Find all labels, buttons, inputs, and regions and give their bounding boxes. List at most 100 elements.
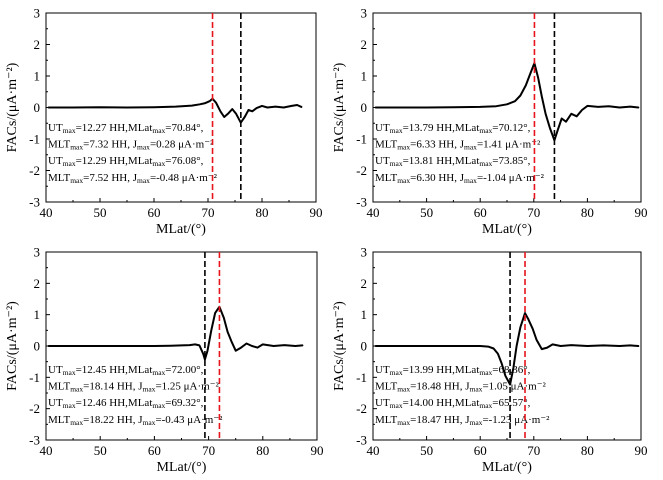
annotation-subscript: max [390,368,403,377]
x-tick-label: 40 [367,443,380,458]
x-tick-label: 40 [40,205,53,220]
x-tick-label: 50 [420,205,433,220]
annotation-subscript: max [152,126,165,135]
x-tick-label: 90 [310,205,323,220]
annotation-subscript: max [479,368,492,377]
annotation-text: =12.46 HH,MLat [76,397,153,409]
annotation-line: MLTmax=7.32 HH, Jmax=0.28 μA·m⁻² [48,139,214,152]
x-tick-label: 50 [94,443,107,458]
x-tick-label: 40 [367,205,380,220]
annotation-text: =7.52 HH, J [83,172,138,184]
y-tick-label: -1 [356,132,367,147]
annotation-text: =0.28 μA·m⁻² [150,139,214,151]
annotation-subscript: max [70,176,83,185]
annotation-subscript: max [479,401,492,410]
annotation-text: =7.32 HH, J [83,139,138,151]
annotation-line: MLTmax=18.14 HH, Jmax=1.25 μA·m⁻² [48,381,220,394]
annotation-text: =69.32°, [165,397,203,409]
annotation-text: MLT [375,414,397,426]
y-tick-label: -2 [29,163,40,178]
x-axis-title: MLat/(°) [482,222,532,237]
annotation-text: MLT [48,414,70,426]
y-tick-label: 1 [361,307,368,322]
annotation-text: MLT [375,172,397,184]
y-tick-label: 3 [361,6,368,21]
annotation-text: =6.33 HH, J [410,139,465,151]
annotation-subscript: max [63,368,76,377]
annotation-line: UTmax=14.00 HH,MLatmax=65.57°, [375,397,531,410]
annotation-text: MLT [375,381,397,393]
annotation-subscript: max [152,401,165,410]
annotation-subscript: max [137,143,150,152]
y-tick-label: -3 [29,433,40,448]
annotation-text: MLT [48,381,70,393]
annotation-text: =-0.43 μA·m⁻² [155,414,223,426]
y-axis-title: FACs/(μA·m⁻²) [332,62,347,152]
y-tick-label: -1 [29,370,40,385]
annotation-text: =12.45 HH,MLat [76,364,153,376]
annotation-subscript: max [397,143,410,152]
annotation-text: =12.27 HH,MLat [76,122,153,134]
y-tick-label: 3 [34,245,41,260]
x-tick-label: 80 [581,205,594,220]
x-tick-label: 50 [420,443,433,458]
annotation-subscript: max [70,418,83,427]
annotation-text: MLT [375,139,397,151]
annotation-text: =-1.04 μA·m⁻² [477,172,545,184]
x-tick-label: 60 [474,443,487,458]
annotation-text: =1.25 μA·m⁻² [155,381,219,393]
annotation-text: =14.00 HH,MLat [403,397,480,409]
x-tick-label: 40 [40,443,53,458]
x-axis-title: MLat/(°) [157,460,207,475]
annotation-subscript: max [479,126,492,135]
annotation-subscript: max [63,126,76,135]
annotation-text: =1.05 μA·m⁻² [482,381,546,393]
annotation-subscript: max [70,385,83,394]
annotation-text: MLT [48,172,70,184]
x-tick-label: 70 [202,205,215,220]
annotation-subscript: max [390,401,403,410]
y-axis-title: FACs/(μA·m⁻²) [5,62,20,152]
x-axis-title: MLat/(°) [156,222,206,237]
annotation-subscript: max [390,159,403,168]
y-tick-label: -2 [356,163,367,178]
facs-series-line [47,305,304,361]
annotation-subscript: max [143,385,156,394]
x-tick-label: 70 [202,443,215,458]
annotation-line: UTmax=12.45 HH,MLatmax=72.00°, [48,364,204,377]
y-tick-label: 0 [34,339,41,354]
y-axis-title: FACs/(μA·m⁻²) [332,301,347,391]
annotation-text: MLT [48,139,70,151]
panel-top-right: 40 50 60 70 80 90 -3 -2 -1 0 1 2 3 MLat/(°) FACs/(μA·m… [332,6,648,238]
annotation-text: =1.41 μA·m⁻² [477,139,541,151]
annotation-line: MLTmax=18.48 HH, Jmax=1.05 μA·m⁻² [375,381,547,394]
annotation-text: =70.84°, [165,122,203,134]
annotation-subscript: max [63,159,76,168]
annotation-text: =70.12°, [492,122,530,134]
facs-series-line [374,62,640,142]
annotation-subscript: max [479,159,492,168]
annotation-subscript: max [470,418,483,427]
annotation-text: =73.85°, [492,155,530,167]
annotation-text: =12.29 HH,MLat [76,155,153,167]
y-tick-label: 1 [34,69,41,84]
panel-bottom-left: 40 50 60 70 80 90 -3 -2 -1 0 1 2 3 MLat/(°) FACs/(μA·m… [5,245,324,476]
annotation-subscript: max [63,401,76,410]
y-tick-label: 2 [361,37,368,52]
annotation-text: UT [48,364,63,376]
annotation-text: =13.79 HH,MLat [403,122,480,134]
y-tick-label: 2 [34,37,41,52]
y-tick-label: 0 [361,100,368,115]
x-tick-label: 70 [527,205,540,220]
annotation-subscript: max [152,368,165,377]
annotation-line: UTmax=13.81 HH,MLatmax=73.85°, [375,155,531,168]
annotation-text: =-0.48 μA·m⁻² [150,172,218,184]
facs-series-line [374,312,640,386]
annotation-line: UTmax=13.79 HH,MLatmax=70.12°, [375,122,531,135]
y-tick-label: 2 [361,276,368,291]
y-tick-label: -2 [356,401,367,416]
annotation-subscript: max [470,385,483,394]
panel-bottom-right: 40 50 60 70 80 90 -3 -2 -1 0 1 2 3 MLat/(°) FACs/(μA·m… [332,245,648,476]
annotation-line: MLTmax=6.30 HH, Jmax=-1.04 μA·m⁻² [375,172,545,185]
